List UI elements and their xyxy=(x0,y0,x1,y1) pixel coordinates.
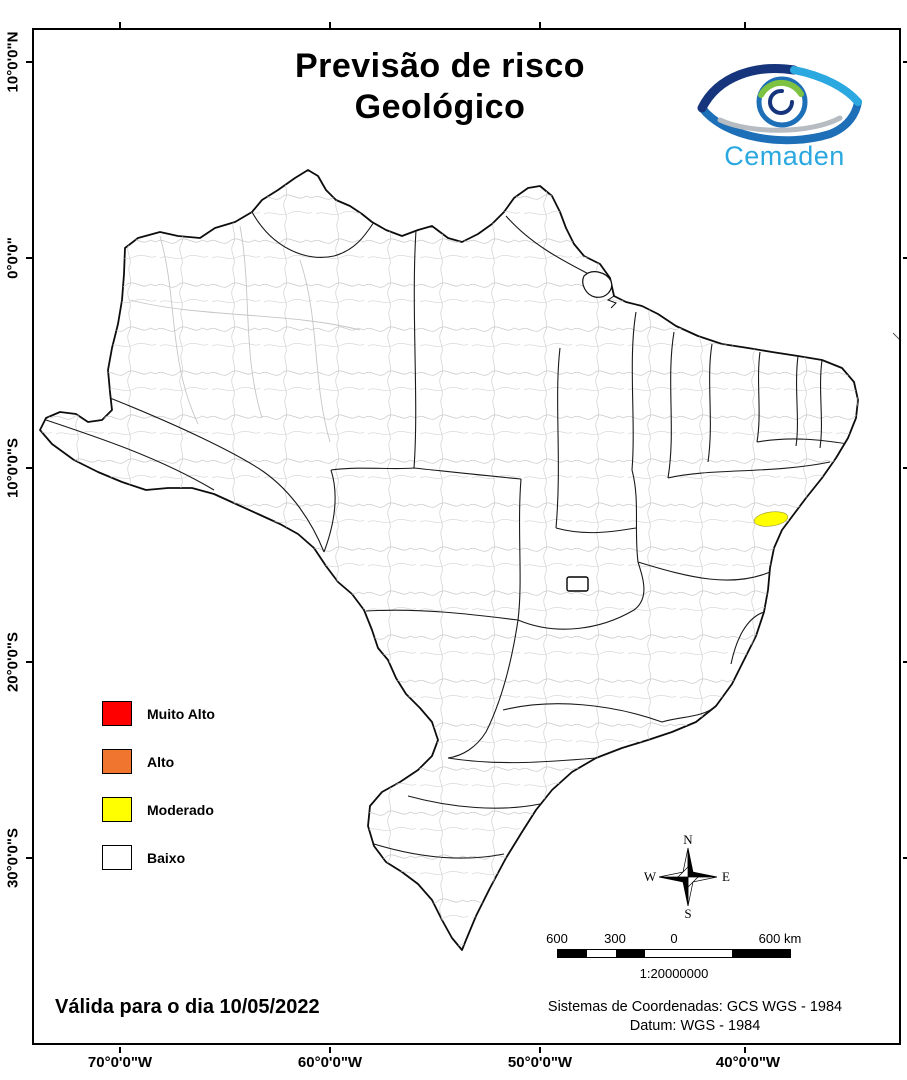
state-borders xyxy=(45,211,849,859)
scalebar-segment xyxy=(732,950,790,957)
lat-label-20s: 20°0'0"S xyxy=(4,631,22,693)
scalebar-segment xyxy=(587,950,616,957)
legend-item-alto: Alto xyxy=(102,749,215,774)
legend-item-moderado: Moderado xyxy=(102,797,215,822)
scalebar-label-300: 300 xyxy=(604,931,626,946)
lon-label-40w: 40°0'0"W xyxy=(715,1054,781,1071)
compass-letter-w: W xyxy=(643,869,657,884)
municipal-lines-north xyxy=(129,225,361,443)
lon-label-50w: 50°0'0"W xyxy=(507,1054,573,1071)
cemaden-logo-icon xyxy=(697,64,862,145)
compass-rose-icon xyxy=(658,847,718,907)
scalebar-segment xyxy=(616,950,645,957)
compass-letter-n: N xyxy=(683,832,693,847)
scalebar-label-600km: 600 km xyxy=(758,931,802,946)
lon-label-70w: 70°0'0"W xyxy=(87,1054,153,1071)
legend: Muito Alto Alto Moderado Baixo xyxy=(102,701,215,893)
marajo-island xyxy=(582,271,613,298)
legend-swatch-alto xyxy=(102,749,132,774)
coordinate-system-line: Sistemas de Coordenadas: GCS WGS - 1984 xyxy=(547,999,843,1015)
legend-item-muito-alto: Muito Alto xyxy=(102,701,215,726)
lat-label-10n: 10°0'0"N xyxy=(4,31,22,93)
scalebar-label-600-left: 600 xyxy=(546,931,568,946)
scalebar-segment xyxy=(645,950,674,957)
page-title: Previsão de risco Geológico xyxy=(160,46,720,129)
scalebar-label-0: 0 xyxy=(670,931,678,946)
scalebar-segment xyxy=(674,950,732,957)
df-square xyxy=(566,576,589,592)
validity-date: Válida para o dia 10/05/2022 xyxy=(55,996,320,1018)
scalebar-ratio: 1:20000000 xyxy=(639,966,709,981)
legend-swatch-muito-alto xyxy=(102,701,132,726)
lat-label-10s: 10°0'0"S xyxy=(4,437,22,499)
risk-region-moderado xyxy=(753,511,789,527)
edge-mark xyxy=(892,332,902,342)
legend-label-moderado: Moderado xyxy=(147,801,214,818)
legend-label-baixo: Baixo xyxy=(147,849,186,866)
frame-ticks xyxy=(26,22,907,1053)
compass-letter-e: E xyxy=(722,869,730,884)
scalebar xyxy=(557,949,791,958)
legend-label-muito-alto: Muito Alto xyxy=(147,705,215,722)
legend-label-alto: Alto xyxy=(147,753,175,770)
datum-line: Datum: WGS - 1984 xyxy=(629,1017,761,1034)
legend-item-baixo: Baixo xyxy=(102,845,215,870)
legend-swatch-baixo xyxy=(102,845,132,870)
lat-label-0: 0°0'0" xyxy=(4,237,22,279)
page-title-line2: Geológico xyxy=(354,88,526,127)
coordinate-system-note: Sistemas de Coordenadas: GCS WGS - 1984 … xyxy=(495,998,895,1036)
scalebar-segment xyxy=(558,950,587,957)
logo-wordmark: Cemaden xyxy=(724,141,845,171)
page-title-line1: Previsão de risco xyxy=(294,47,586,85)
compass-letter-s: S xyxy=(684,906,692,921)
lat-label-30s: 30°0'0"S xyxy=(4,827,22,889)
coastline-detail xyxy=(606,295,617,309)
legend-swatch-moderado xyxy=(102,797,132,822)
lon-label-60w: 60°0'0"W xyxy=(297,1054,363,1071)
